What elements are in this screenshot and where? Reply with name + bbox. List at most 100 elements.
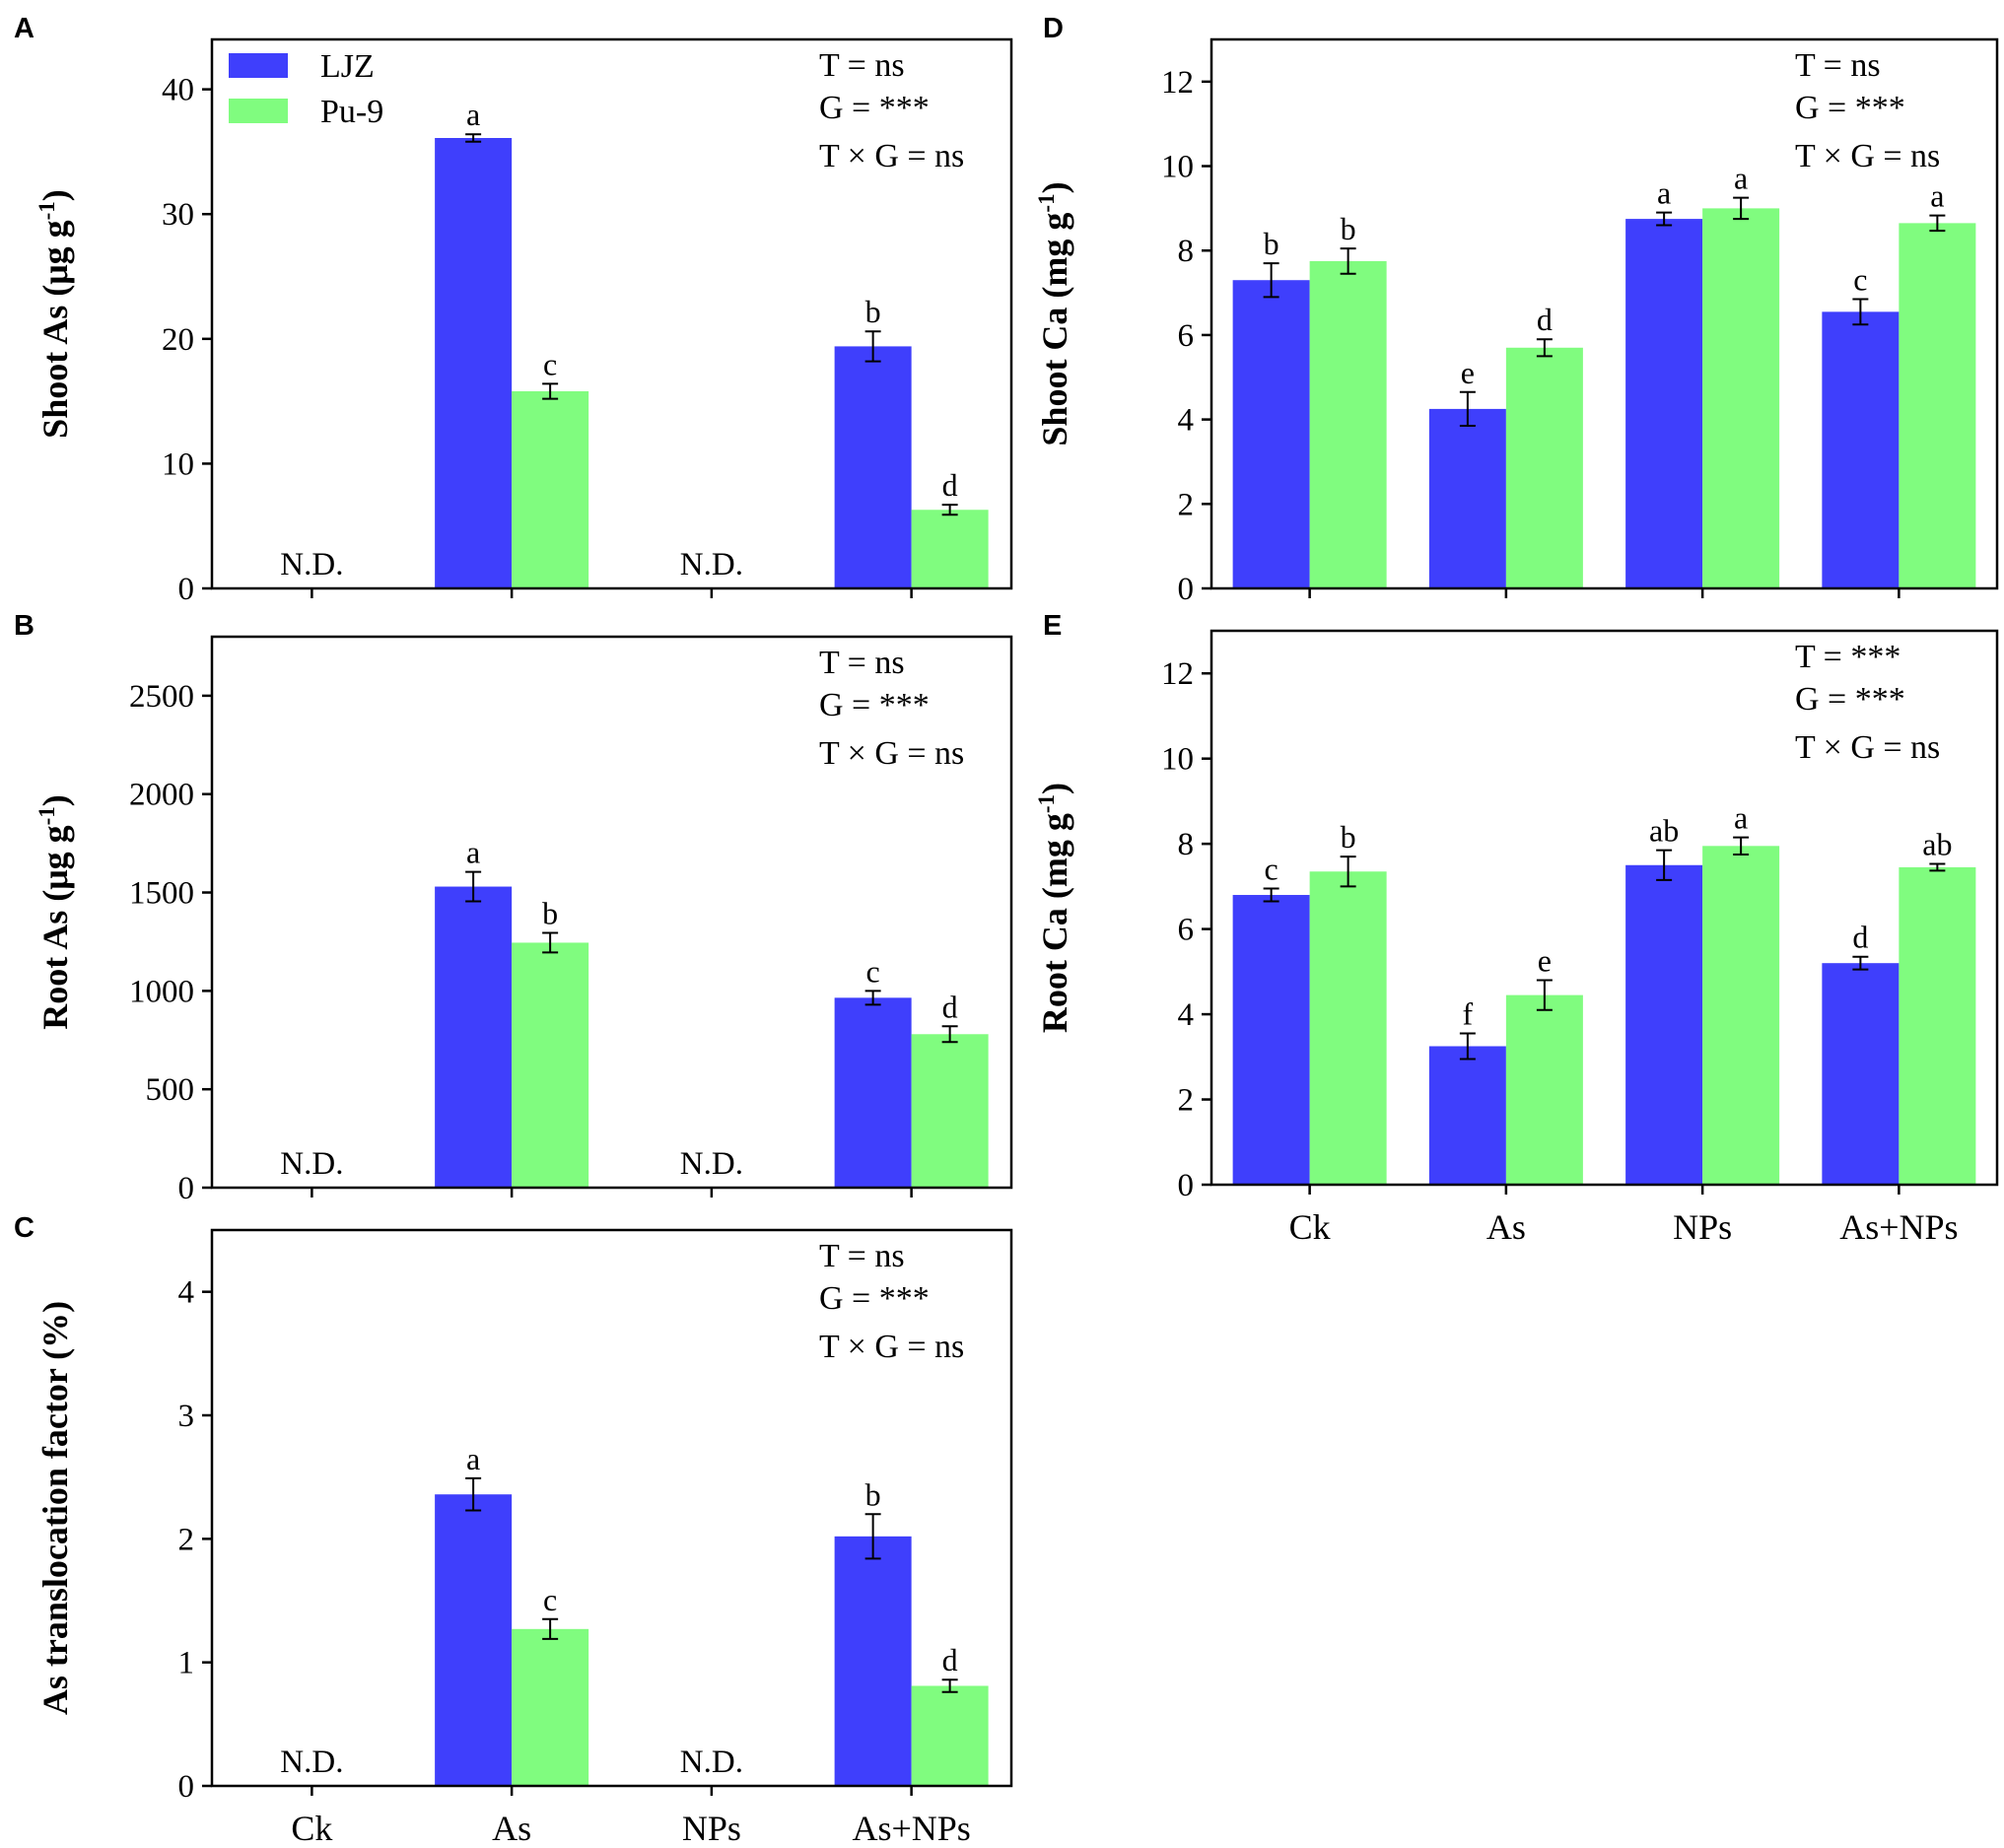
stat-text: T × G = ns	[819, 1329, 964, 1365]
y-tick-label: 1	[178, 1646, 195, 1681]
legend-label: Pu-9	[320, 94, 383, 130]
bar-ljz-as	[435, 886, 513, 1188]
panel-a: Aa b c d N.D. N.D. 0 10 20 30 40 Shoot As (μg g-1) T…	[14, 13, 1013, 607]
y-tick-label: 20	[162, 322, 194, 358]
plot-frame	[1209, 37, 1999, 590]
bar-pu9-asnps	[1899, 223, 1976, 588]
stat-text: G = ***	[1795, 681, 1905, 718]
significance-letter: a	[1930, 178, 1944, 214]
bar-pu9-as	[512, 390, 589, 588]
x-tick-label: Ck	[291, 1809, 332, 1848]
y-tick-label: 2	[178, 1522, 195, 1557]
y-axis-label: Shoot As (μg g-1)	[35, 189, 75, 439]
legend: LJZ Pu-9	[229, 48, 383, 130]
y-axis-label: Shoot Ca (mg g-1)	[1034, 181, 1074, 445]
significance-letter: c	[866, 953, 880, 989]
stat-text: G = ***	[819, 1280, 930, 1317]
panel-letter: B	[14, 610, 35, 642]
y-tick-label: 12	[1161, 656, 1194, 692]
x-tick-label: As+NPs	[1839, 1207, 1958, 1247]
plot-frame	[210, 635, 1013, 1190]
bar-ljz-asnps	[1822, 963, 1900, 1185]
legend-swatch	[229, 53, 288, 78]
not-detected-label: N.D.	[680, 1745, 743, 1780]
x-tick-label: NPs	[682, 1809, 741, 1848]
significance-letter: d	[942, 989, 958, 1024]
y-tick-label: 0	[178, 1769, 195, 1805]
panel-c: Ca b c d N.D. N.D. 0 1 2 3 4 Ck As NPs As+NPs As transl…	[14, 1212, 1013, 1848]
bar-ljz-ck	[1232, 895, 1310, 1185]
significance-letter: b	[1341, 211, 1356, 246]
not-detected-label: N.D.	[680, 547, 743, 582]
legend-swatch	[229, 99, 288, 123]
bar-pu9-nps	[1702, 208, 1780, 588]
bar-pu9-asnps	[1899, 866, 1976, 1185]
bar-ljz-ck	[1232, 280, 1310, 588]
bar-pu9-ck	[1309, 260, 1387, 588]
significance-letter: c	[543, 346, 557, 381]
not-detected-label: N.D.	[280, 547, 343, 582]
bar-ljz-asnps	[834, 1536, 912, 1786]
y-tick-label: 1000	[129, 974, 194, 1009]
y-tick-label: 2	[1178, 487, 1195, 522]
stat-text: T × G = ns	[1795, 729, 1940, 766]
y-tick-label: 4	[178, 1275, 195, 1311]
stat-text: G = ***	[819, 687, 930, 723]
stat-text: T × G = ns	[819, 735, 964, 772]
stat-text: T × G = ns	[819, 138, 964, 174]
y-axis-label: As translocation factor (%)	[35, 1301, 75, 1715]
y-axis-label: Root Ca (mg g-1)	[1034, 783, 1074, 1033]
significance-letter: b	[542, 895, 558, 930]
y-tick-label: 10	[162, 446, 194, 482]
y-tick-label: 8	[1178, 827, 1195, 862]
y-tick-label: 10	[1161, 150, 1194, 185]
significance-letter: d	[1852, 920, 1868, 955]
y-tick-label: 3	[178, 1399, 195, 1434]
x-tick-label: As+NPs	[852, 1809, 970, 1848]
bar-pu9-as	[1505, 994, 1583, 1185]
panel-b: Ba c b d N.D. N.D. 0 500 1000 1500 2000 2500 Root As…	[14, 610, 1013, 1206]
significance-letter: ab	[1922, 826, 1952, 861]
bar-pu9-ck	[1309, 871, 1387, 1185]
y-axis-label: Root As (μg g-1)	[35, 794, 75, 1030]
panel-letter: A	[14, 13, 35, 44]
significance-letter: a	[1734, 800, 1748, 836]
significance-letter: b	[1264, 226, 1279, 261]
y-tick-label: 12	[1161, 65, 1194, 101]
not-detected-label: N.D.	[680, 1146, 743, 1182]
plot-frame	[210, 37, 1013, 590]
significance-letter: ab	[1649, 813, 1679, 849]
y-tick-label: 8	[1178, 234, 1195, 269]
panel-letter: C	[14, 1212, 35, 1244]
significance-letter: f	[1463, 996, 1474, 1032]
not-detected-label: N.D.	[280, 1745, 343, 1780]
significance-letter: a	[1657, 175, 1671, 211]
y-tick-label: 4	[1178, 997, 1195, 1033]
significance-letter: c	[1265, 852, 1278, 887]
bar-ljz-as	[1428, 1046, 1506, 1185]
significance-letter: e	[1461, 355, 1475, 390]
y-tick-label: 2000	[129, 778, 194, 813]
y-tick-label: 0	[1178, 572, 1195, 607]
plot-frame	[1209, 629, 1999, 1187]
bar-ljz-nps	[1625, 864, 1703, 1185]
y-tick-label: 6	[1178, 318, 1195, 354]
stat-text: T = ***	[1795, 639, 1900, 675]
stat-text: G = ***	[819, 90, 930, 126]
significance-letter: a	[466, 1441, 480, 1476]
significance-letter: d	[1537, 302, 1553, 337]
y-tick-label: 10	[1161, 742, 1194, 778]
stat-text: T = ns	[819, 47, 905, 84]
y-tick-label: 0	[178, 1171, 195, 1206]
bar-pu9-as	[512, 942, 589, 1188]
bar-pu9-as	[1505, 347, 1583, 588]
significance-letter: b	[865, 294, 881, 329]
x-tick-label: As	[492, 1809, 531, 1848]
y-tick-label: 2500	[129, 679, 194, 715]
bar-ljz-as	[1428, 408, 1506, 588]
y-tick-label: 30	[162, 197, 194, 233]
panel-e: Ec f ab d b e a ab 0 2 4 6 8 10 12 Ck As NPs As+NPs Root Ca…	[1034, 610, 1999, 1247]
significance-letter: a	[466, 835, 480, 870]
bar-ljz-as	[435, 138, 513, 588]
